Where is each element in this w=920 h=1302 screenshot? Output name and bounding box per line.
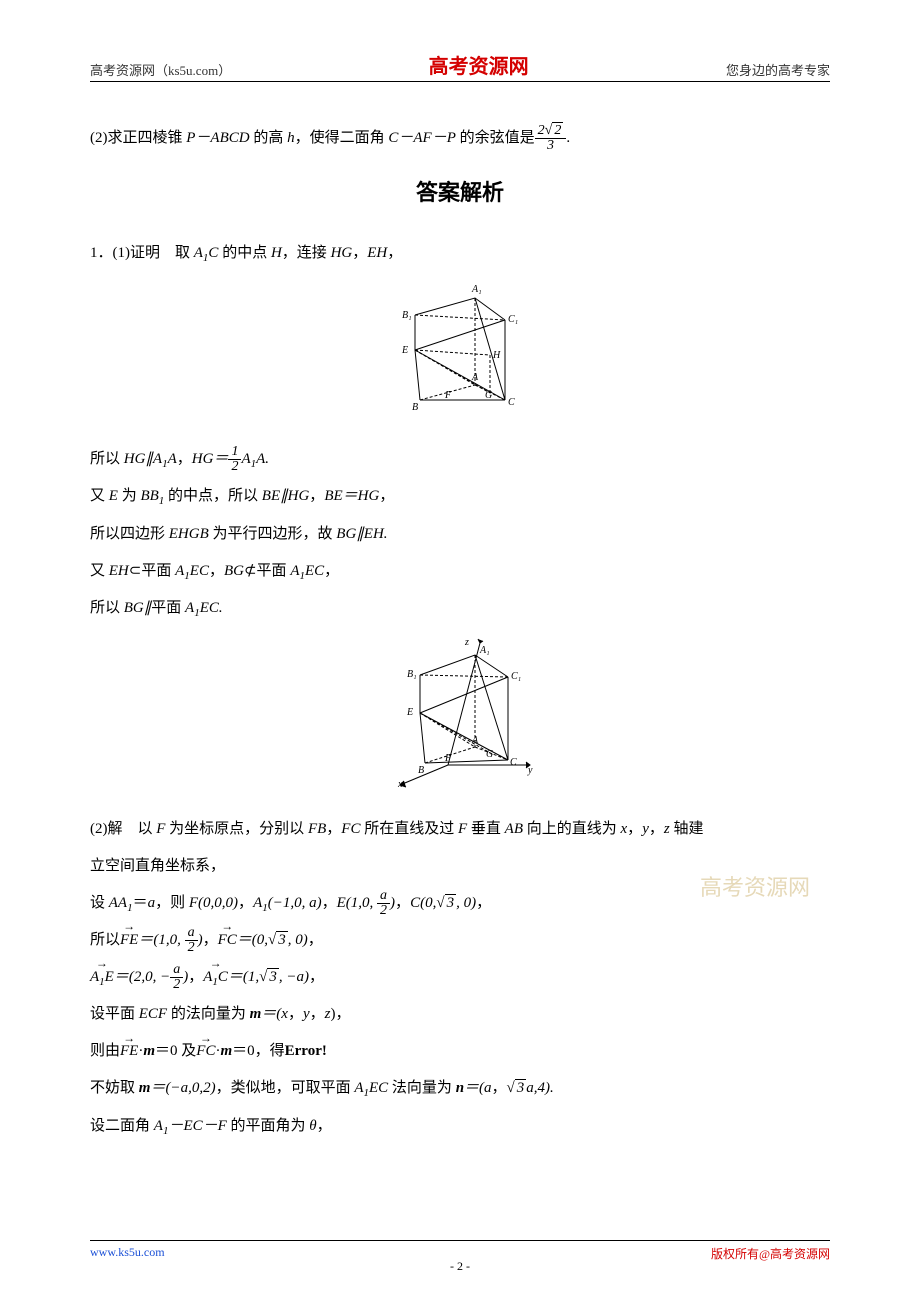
- footer-page-num: - 2 -: [90, 1259, 830, 1274]
- svg-text:G: G: [486, 749, 493, 760]
- sol2-line8: 设二面角 A1－EC－F 的平面角为 θ，: [90, 1110, 830, 1143]
- svg-text:C₁: C₁: [508, 314, 518, 325]
- svg-text:B: B: [412, 402, 418, 413]
- svg-text:A₁: A₁: [479, 645, 490, 656]
- svg-text:x: x: [397, 779, 403, 790]
- geometry-figure-1: A₁ B₁ C₁ E H A F G B C: [390, 280, 530, 420]
- fraction: 2√23: [535, 124, 567, 153]
- svg-text:z: z: [464, 637, 469, 648]
- svg-text:A: A: [471, 372, 479, 383]
- svg-text:C₁: C₁: [511, 671, 521, 682]
- sol1-line6: 所以 BG∥平面 A1EC.: [90, 592, 830, 625]
- sol2-line2: 设 AA1＝a，则 F(0,0,0)，A1(−1,0, a)，E(1,0, a2…: [90, 887, 830, 920]
- page-footer: www.ks5u.com 版权所有@高考资源网 - 2 -: [90, 1240, 830, 1262]
- sol2-line7: 不妨取 m＝(−a,0,2)，类似地，可取平面 A1EC 法向量为 n＝(a，√…: [90, 1072, 830, 1105]
- svg-text:A: A: [471, 735, 479, 746]
- page-header: 高考资源网（ks5u.com） 高考资源网 您身边的高考专家: [90, 50, 830, 82]
- sol1-line4: 所以四边形 EHGB 为平行四边形，故 BG∥EH.: [90, 518, 830, 551]
- sol2-line3: 所以FE＝(1,0, a2)，FC＝(0,√3, 0)，: [90, 924, 830, 957]
- sol1-line3: 又 E 为 BB1 的中点，所以 BE∥HG，BE＝HG，: [90, 480, 830, 513]
- svg-text:F: F: [444, 390, 452, 401]
- sol1-line2: 所以 HG∥A1A，HG＝12A1A.: [90, 443, 830, 476]
- problem-2: (2)求正四棱锥 P－ABCD 的高 h，使得二面角 C－AF－P 的余弦值是2…: [90, 122, 830, 155]
- sol2-line1b: 立空间直角坐标系，: [90, 850, 830, 883]
- svg-text:B₁: B₁: [407, 669, 417, 680]
- svg-text:G: G: [485, 390, 492, 401]
- page: 高考资源网（ks5u.com） 高考资源网 您身边的高考专家 (2)求正四棱锥 …: [0, 0, 920, 1302]
- header-left: 高考资源网（ks5u.com）: [90, 60, 231, 79]
- svg-text:E: E: [406, 707, 413, 718]
- svg-text:A₁: A₁: [471, 284, 482, 295]
- geometry-figure-2: z A₁ B₁ C₁ E A F G B C x y: [380, 635, 540, 790]
- sol1-line5: 又 EH⊂平面 A1EC，BG⊄平面 A1EC，: [90, 555, 830, 588]
- svg-text:y: y: [527, 765, 533, 776]
- svg-text:H: H: [492, 350, 501, 361]
- svg-text:B₁: B₁: [402, 310, 412, 321]
- figure-2: z A₁ B₁ C₁ E A F G B C x y: [90, 635, 830, 795]
- header-brand: 高考资源网: [429, 50, 529, 79]
- svg-text:C: C: [510, 757, 517, 768]
- header-right: 您身边的高考专家: [726, 60, 830, 79]
- sol2-line4: A1E＝(2,0, −a2)，A1C＝(1,√3, −a)，: [90, 961, 830, 994]
- figure-1: A₁ B₁ C₁ E H A F G B C: [90, 280, 830, 425]
- answers-title: 答案解析: [90, 175, 830, 207]
- svg-text:C: C: [508, 397, 515, 408]
- svg-text:E: E: [401, 345, 408, 356]
- sol2-line6: 则由FE·m＝0 及FC·m＝0，得Error!: [90, 1035, 830, 1068]
- svg-text:F: F: [444, 753, 452, 764]
- svg-text:B: B: [418, 765, 424, 776]
- sol1-line1: 1．(1)证明 取 A1C 的中点 H，连接 HG，EH，: [90, 237, 830, 270]
- sol2-line1: (2)解 以 F 为坐标原点，分别以 FB，FC 所在直线及过 F 垂直 AB …: [90, 813, 830, 846]
